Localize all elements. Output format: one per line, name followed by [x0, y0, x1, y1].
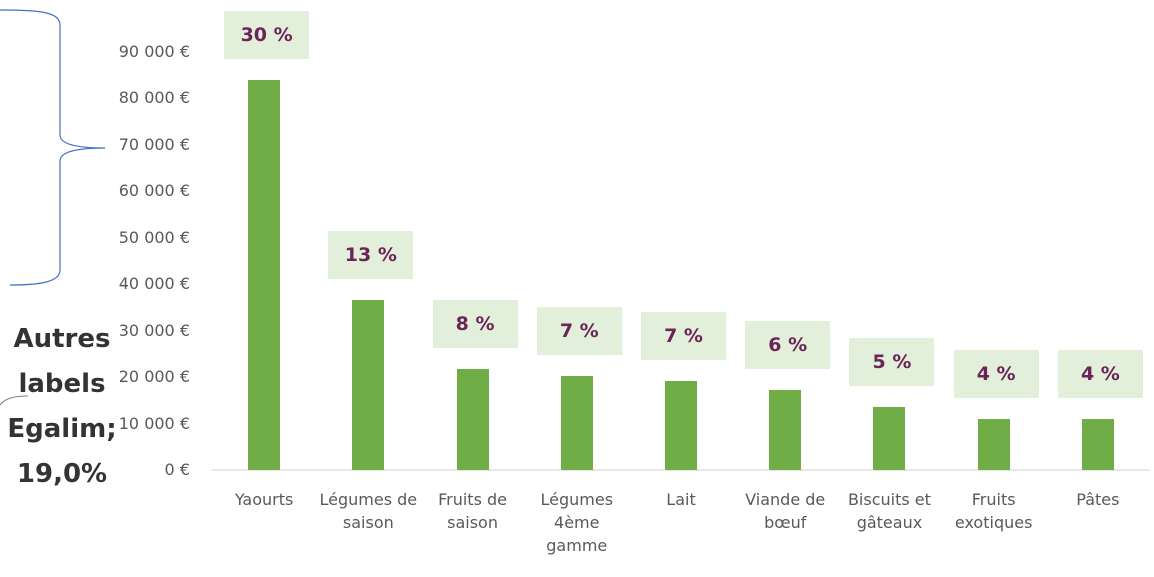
x-tick-label: Viande de bœuf	[745, 490, 826, 532]
y-tick-label: 60 000 €	[118, 181, 190, 201]
y-tick-label: 20 000 €	[118, 367, 190, 387]
x-tick-label: Légumes de saison	[319, 490, 418, 532]
y-tick-label: 40 000 €	[118, 274, 190, 294]
y-tick-label: 0 €	[164, 460, 190, 479]
brace-line	[0, 9, 106, 286]
y-tick-label: 70 000 €	[118, 134, 190, 154]
data-label: 4 %	[1057, 349, 1143, 398]
x-tick-label: Fruits exotiques	[954, 490, 1033, 532]
bar	[456, 369, 489, 470]
bar	[560, 376, 593, 470]
x-tick-label: Fruits de saison	[438, 490, 507, 532]
data-label: 30 %	[224, 10, 310, 59]
x-tick-label: Pâtes	[1076, 490, 1120, 509]
y-tick-label: 10 000 €	[118, 413, 190, 433]
bar	[1081, 418, 1114, 470]
y-tick-label: 30 000 €	[118, 320, 190, 340]
data-label: 7 %	[536, 307, 622, 356]
leader-line	[0, 395, 29, 406]
bar	[977, 418, 1010, 470]
y-tick-label: 90 000 €	[118, 42, 190, 61]
x-tick-label: Lait	[666, 490, 696, 509]
y-tick-label: 50 000 €	[118, 227, 190, 247]
bar	[873, 406, 906, 470]
bar	[352, 300, 385, 470]
bar	[248, 79, 281, 470]
bar	[665, 380, 697, 470]
x-tick-label: Yaourts	[234, 490, 294, 509]
annotation: Autres labels Egalim; 19,0%	[7, 324, 117, 489]
data-label: 6 %	[745, 321, 831, 370]
data-label: 7 %	[641, 311, 726, 360]
x-tick-label: Biscuits et gâteaux	[847, 490, 931, 532]
data-label: 4 %	[953, 349, 1039, 398]
data-label: 5 %	[849, 337, 935, 386]
bar	[769, 390, 802, 470]
data-label: 13 %	[328, 231, 414, 279]
y-tick-label: 80 000 €	[118, 88, 190, 108]
data-label: 8 %	[432, 300, 518, 349]
x-tick-label: Légumes 4ème gamme	[540, 490, 614, 555]
